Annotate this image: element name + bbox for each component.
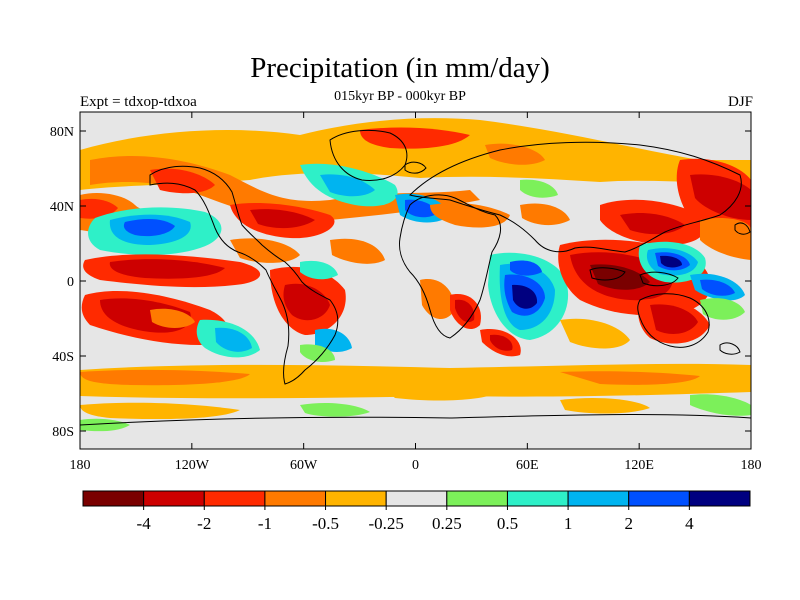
colorbar-label: -4 [137,514,152,533]
blob [80,369,250,386]
x-tick-label: 120W [175,458,210,473]
colorbar-swatch [143,490,205,507]
x-tick-label: 60E [516,458,539,473]
colorbar-swatch [506,490,569,507]
blob [700,279,735,296]
colorbar-swatch [446,490,508,507]
anomaly-field [80,118,751,432]
colorbar-label: -1 [258,514,272,533]
blob [215,327,252,352]
blob [620,213,685,235]
coastline-new-zealand [719,342,741,355]
blob [485,143,545,165]
colorbar-label: -2 [197,514,211,533]
x-tick-label: 0 [412,458,419,473]
colorbar-swatch [82,490,145,507]
colorbar: -4 -2 -1 -0.5 -0.25 0.25 0.5 1 2 4 [82,490,751,533]
blob [380,382,500,401]
y-tick-label: 40N [50,200,74,215]
blob [80,402,240,420]
colorbar-label: -0.5 [312,514,339,533]
blob [560,371,700,385]
colorbar-label: 1 [564,514,573,533]
blob [520,179,558,198]
blob [283,283,330,321]
coastline-americas [149,165,339,385]
map-axes: 80N 40N 0 40S 80S 180 120W 60W 0 60E 120E 180 [50,112,762,473]
coastline-borneo [589,267,626,281]
y-tick-label: 80N [50,125,74,140]
blob [150,308,195,328]
coastline-australia [637,293,710,348]
x-tick-label: 120E [624,458,654,473]
experiment-label: Expt = tdxop-tdxoa [80,94,197,110]
colorbar-swatch [385,490,448,507]
blob [123,218,175,237]
colorbar-swatch [203,490,266,507]
colorbar-label: -0.25 [368,514,403,533]
blob [230,238,300,263]
blob [250,209,315,229]
coastline-britain [404,161,427,174]
map-title: Precipitation (in mm/day) [250,52,550,84]
colorbar-swatch [264,490,327,507]
blob [109,259,225,279]
blob [320,174,375,197]
y-tick-label: 80S [52,425,74,440]
blob [420,279,455,320]
blob [300,260,338,280]
blob [512,284,538,309]
blob [330,238,385,264]
colorbar-label: 0.25 [432,514,462,533]
colorbar-label: 2 [624,514,633,533]
blob [490,334,513,351]
coastlines [80,129,751,426]
y-tick-label: 0 [67,275,74,290]
colorbar-swatch [567,490,630,507]
blob [80,118,751,190]
blob [560,318,630,349]
blob [300,402,370,417]
colorbar-swatch [325,490,387,507]
x-tick-label: 60W [290,458,318,473]
season-label: DJF [727,94,753,110]
map-subtitle: 015kyr BP - 000kyr BP [334,89,466,104]
colorbar-label: 0.5 [497,514,518,533]
blob [315,328,352,352]
blob [660,255,682,268]
colorbar-swatch [688,490,751,507]
map-field [80,112,751,449]
blob [150,168,215,194]
blob [650,304,698,334]
blob [560,397,650,414]
blob [510,260,542,276]
y-tick-label: 40S [52,350,74,365]
x-tick-label: 180 [70,458,91,473]
blob [520,203,570,226]
blob [690,394,751,416]
blob [690,174,751,220]
colorbar-swatch [628,490,690,507]
blob [455,299,475,323]
blob [80,418,130,432]
blob [430,203,510,228]
blob [405,199,438,218]
coastline-eurasia [409,141,742,253]
x-tick-label: 180 [741,458,762,473]
blob [700,218,751,260]
colorbar-label: 4 [685,514,694,533]
blob [700,298,745,320]
coastline-japan [734,222,751,235]
coastline-new-guinea [639,271,679,287]
coastline-antarctica [80,414,751,426]
